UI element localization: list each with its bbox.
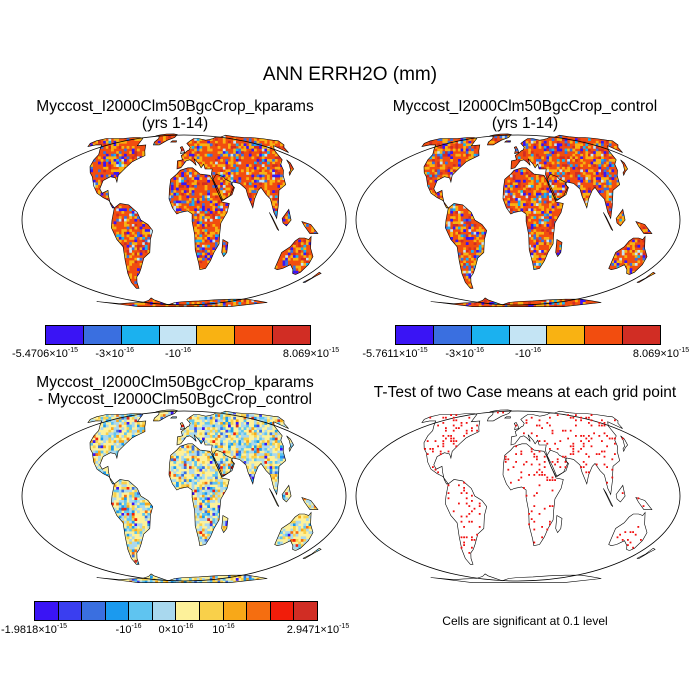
colorbar-swatch — [471, 326, 510, 344]
colorbar-swatch — [83, 326, 122, 344]
colorbar-tick-label: -10-16 — [164, 347, 192, 360]
colorbar-swatch — [623, 326, 661, 344]
panel-title-kparams-line1: Myccost_I2000Clm50BgcCrop_kparams — [36, 98, 314, 115]
colorbar-tick-label: 8.069×10-15 — [282, 347, 340, 360]
colorbar-tick-label: -10-16 — [115, 623, 142, 636]
colorbar-swatch — [294, 602, 317, 620]
colorbar-swatch — [273, 326, 311, 344]
colorbar-difference — [34, 601, 318, 621]
colorbar-swatch — [585, 326, 624, 344]
colorbar-tick-label: -10-16 — [514, 347, 542, 360]
colorbar-swatch — [270, 602, 295, 620]
panel-title-kparams-line2: (yrs 1-14) — [141, 115, 209, 132]
panel-title-control-line1: Myccost_I2000Clm50BgcCrop_control — [392, 98, 658, 115]
colorbar-swatch — [121, 326, 160, 344]
panel-title-kparams: Myccost_I2000Clm50BgcCrop_kparams (yrs 1… — [20, 98, 330, 132]
colorbar-swatch — [46, 326, 84, 344]
colorbar-swatch — [200, 602, 224, 620]
colorbar-swatch — [433, 326, 472, 344]
colorbar-swatch — [58, 602, 83, 620]
colorbar-tick-label: 0×10-16 — [158, 623, 194, 636]
world-map-icon — [355, 409, 681, 583]
colorbar-swatch — [547, 326, 586, 344]
colorbar-swatch — [105, 602, 130, 620]
colorbar-swatch — [176, 602, 201, 620]
colorbar-swatch — [82, 602, 106, 620]
colorbar-swatch — [159, 326, 198, 344]
colorbar-tick-label: 10-16 — [212, 623, 235, 636]
colorbar-swatch — [223, 602, 248, 620]
panel-title-difference-line1: Myccost_I2000Clm50BgcCrop_kparams — [36, 374, 314, 391]
panel-title-difference: Myccost_I2000Clm50BgcCrop_kparams - Mycc… — [20, 374, 330, 408]
panel-title-control: Myccost_I2000Clm50BgcCrop_control (yrs 1… — [370, 98, 680, 132]
colorbar-tick-label: -3×10-16 — [445, 347, 484, 360]
colorbar-control — [395, 325, 661, 345]
main-title: ANN ERRH2O (mm) — [262, 64, 438, 85]
colorbar-swatch — [129, 602, 153, 620]
colorbar-kparams — [45, 325, 311, 345]
colorbar-swatch — [197, 326, 236, 344]
colorbar-swatch — [396, 326, 434, 344]
colorbar-tick-label: -5.4706×10-15 — [11, 347, 79, 360]
colorbar-tick-label: 8.069×10-15 — [632, 347, 690, 360]
panel-title-difference-line2: - Myccost_I2000Clm50BgcCrop_control — [38, 391, 312, 408]
colorbar-swatch — [509, 326, 548, 344]
colorbar-swatch — [152, 602, 177, 620]
colorbar-tick-label: 2.9471×10-15 — [286, 623, 350, 636]
colorbar-swatch — [235, 326, 274, 344]
world-map-icon — [21, 409, 347, 583]
world-map-icon — [355, 133, 681, 307]
panel-title-ttest: T-Test of two Case means at each grid po… — [373, 384, 677, 401]
colorbar-tick-label: -1.9818×10-15 — [0, 623, 68, 636]
colorbar-tick-label: -3×10-16 — [95, 347, 134, 360]
ttest-footnote: Cells are significant at 0.1 level — [442, 614, 608, 628]
world-map-icon — [21, 133, 347, 307]
colorbar-swatch — [35, 602, 59, 620]
colorbar-tick-label: -5.7611×10-15 — [362, 347, 428, 360]
colorbar-swatch — [247, 602, 271, 620]
panel-title-control-line2: (yrs 1-14) — [491, 115, 559, 132]
